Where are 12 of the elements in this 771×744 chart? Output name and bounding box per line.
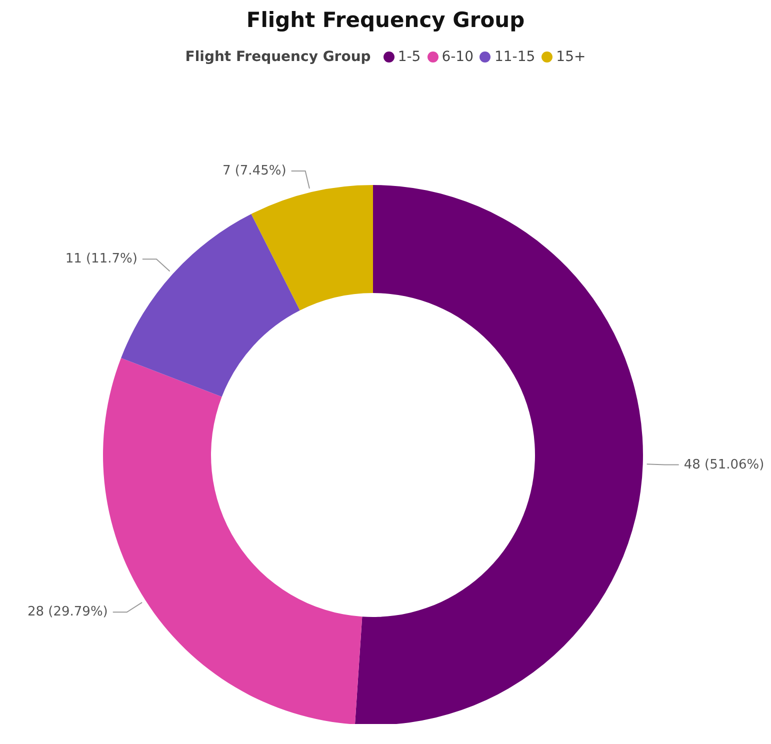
legend-label: 1-5 [398,49,421,65]
legend-label: 11-15 [494,49,536,65]
legend-label: 6-10 [442,49,474,65]
data-label: 48 (51.06%) [684,457,764,472]
chart-title: Flight Frequency Group [245,8,526,34]
legend-title: Flight Frequency Group [185,49,371,65]
legend-label: 15+ [556,49,586,65]
data-label: 11 (11.7%) [65,252,138,267]
donut-slice [354,185,643,724]
donut-slice [251,185,373,310]
data-label: 28 (29.79%) [27,604,108,620]
data-label: 7 (7.45%) [222,163,286,178]
